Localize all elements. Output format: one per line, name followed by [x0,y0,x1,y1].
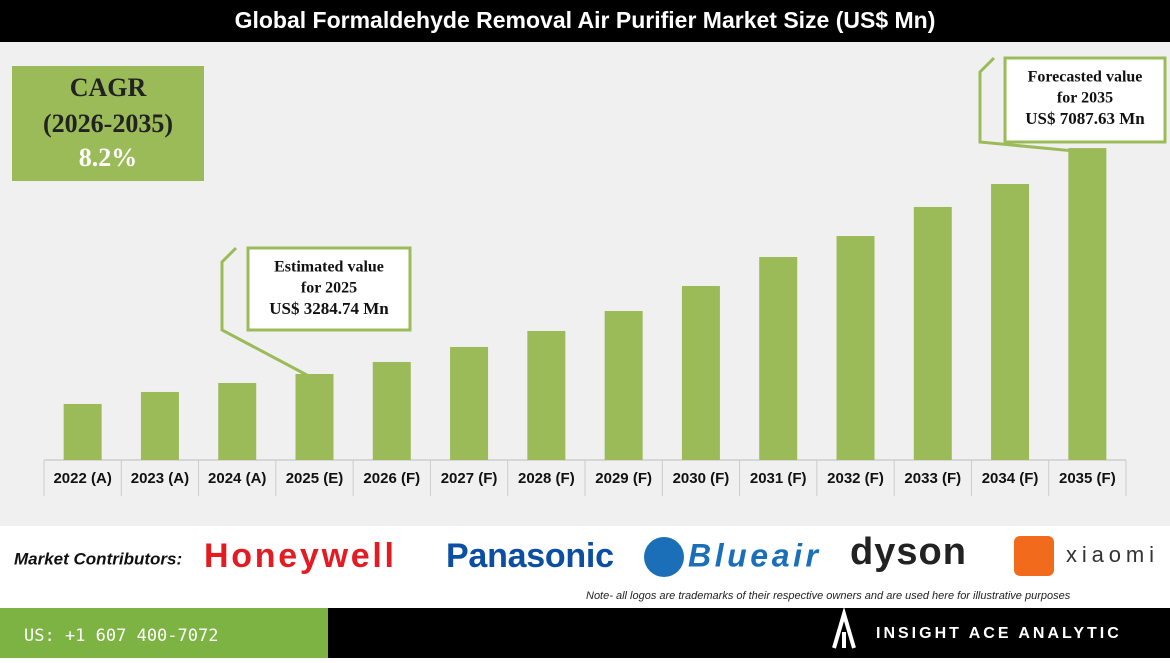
logo-dyson: dyson [850,531,966,573]
x-tick-label: 2031 (F) [750,470,807,487]
bar [836,236,875,460]
logo-blueair: Blueair [688,537,820,573]
chart-title: Global Formaldehyde Removal Air Purifier… [235,7,936,33]
bar [913,206,952,460]
bar [1068,148,1107,460]
bar [991,183,1030,460]
cagr-box [12,66,204,181]
callout-text: Forecasted value [1028,69,1143,86]
bar [372,361,411,460]
cagr-period: (2026-2035) [43,109,173,138]
bar [295,373,334,460]
x-tick-label: 2029 (F) [595,470,652,487]
bar [759,256,798,460]
x-tick-label: 2033 (F) [904,470,961,487]
callout-connector [220,246,314,380]
brand-icon [832,606,856,649]
bar [218,383,257,460]
x-tick-label: 2028 (F) [518,470,575,487]
title-bar [0,0,1170,42]
x-tick-label: 2030 (F) [673,470,730,487]
callout-box [1003,56,1167,144]
x-tick-label: 2035 (F) [1059,470,1116,487]
footer-phone: US: +1 607 400-7072 [24,626,218,646]
logo-honeywell: Honeywell [204,537,394,575]
callout-text: US$ 7087.63 Mn [1025,109,1145,128]
callout-text: Estimated value [274,259,384,276]
blueair-icon [644,537,684,577]
x-tick-label: 2026 (F) [363,470,420,487]
bar [604,311,643,460]
cagr-value: 8.2% [79,143,138,172]
footer-contact-box [0,608,328,658]
x-tick-label: 2027 (F) [441,470,498,487]
callout-text: for 2025 [301,280,357,297]
logo-note: Note- all logos are trademarks of their … [586,590,1071,602]
callout-text: for 2035 [1057,90,1113,107]
contributors-strip [0,526,1170,608]
x-tick-label: 2023 (A) [131,470,189,487]
logo-panasonic: Panasonic [446,537,614,575]
x-tick-label: 2025 (E) [286,470,344,487]
callout-connector [978,56,1086,154]
bar [140,391,179,460]
bar [63,403,102,460]
x-tick-label: 2032 (F) [827,470,884,487]
bar [527,330,566,460]
x-tick-label: 2034 (F) [982,470,1039,487]
callout-text: US$ 3284.74 Mn [269,299,389,318]
bar [450,347,489,460]
x-tick-label: 2024 (A) [208,470,266,487]
cagr-label: CAGR [70,73,147,102]
xiaomi-icon [1014,536,1054,576]
x-tick-label: 2022 (A) [53,470,111,487]
footer-brand: INSIGHT ACE ANALYTIC [876,625,1122,642]
bar [681,285,720,460]
contributors-label: Market Contributors: [14,549,182,568]
callout-box [246,246,412,332]
